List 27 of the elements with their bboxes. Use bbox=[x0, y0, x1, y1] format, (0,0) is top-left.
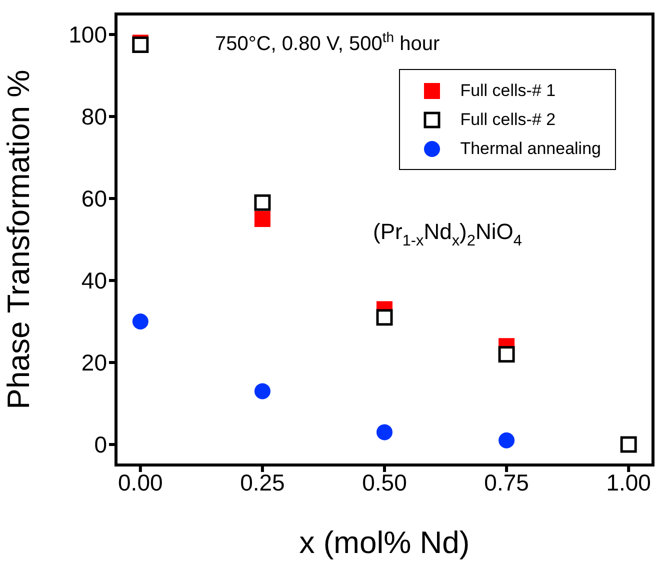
y-tick-label: 0 bbox=[94, 432, 107, 458]
y-tick-label: 100 bbox=[68, 22, 107, 48]
point bbox=[376, 309, 393, 326]
x-tick-label: 0.75 bbox=[484, 469, 529, 496]
point bbox=[376, 424, 392, 440]
x-tick-label: 0.25 bbox=[240, 469, 285, 496]
x-tick-label: 0.50 bbox=[362, 469, 407, 496]
x-axis-title: x (mol% Nd) bbox=[299, 525, 470, 560]
point bbox=[254, 383, 270, 400]
y-tick-label: 60 bbox=[81, 186, 107, 212]
point bbox=[132, 314, 148, 330]
y-axis-title: Phase Transformation % bbox=[1, 70, 36, 410]
legend-label: Full cells-# 1 bbox=[460, 80, 556, 100]
point bbox=[498, 432, 515, 448]
y-tick-label: 80 bbox=[81, 104, 107, 130]
point bbox=[620, 436, 637, 453]
legend-label: Thermal annealing bbox=[460, 138, 601, 158]
x-tick-label: 1.00 bbox=[606, 469, 651, 496]
point bbox=[498, 346, 515, 363]
annotation: (Pr$_{1-x}$Nd$_{x}$)$_{2}$NiO$_{4}$ bbox=[373, 219, 522, 250]
legend-label: Full cells-# 2 bbox=[460, 110, 556, 130]
y-tick-label: 40 bbox=[81, 268, 107, 294]
point bbox=[254, 194, 271, 211]
annotation: 750°C, 0.80 V, 500$^{th}$ hour bbox=[215, 29, 440, 55]
x-tick-label: 0.00 bbox=[118, 469, 163, 496]
point bbox=[254, 211, 270, 227]
y-tick-label: 20 bbox=[81, 350, 107, 376]
